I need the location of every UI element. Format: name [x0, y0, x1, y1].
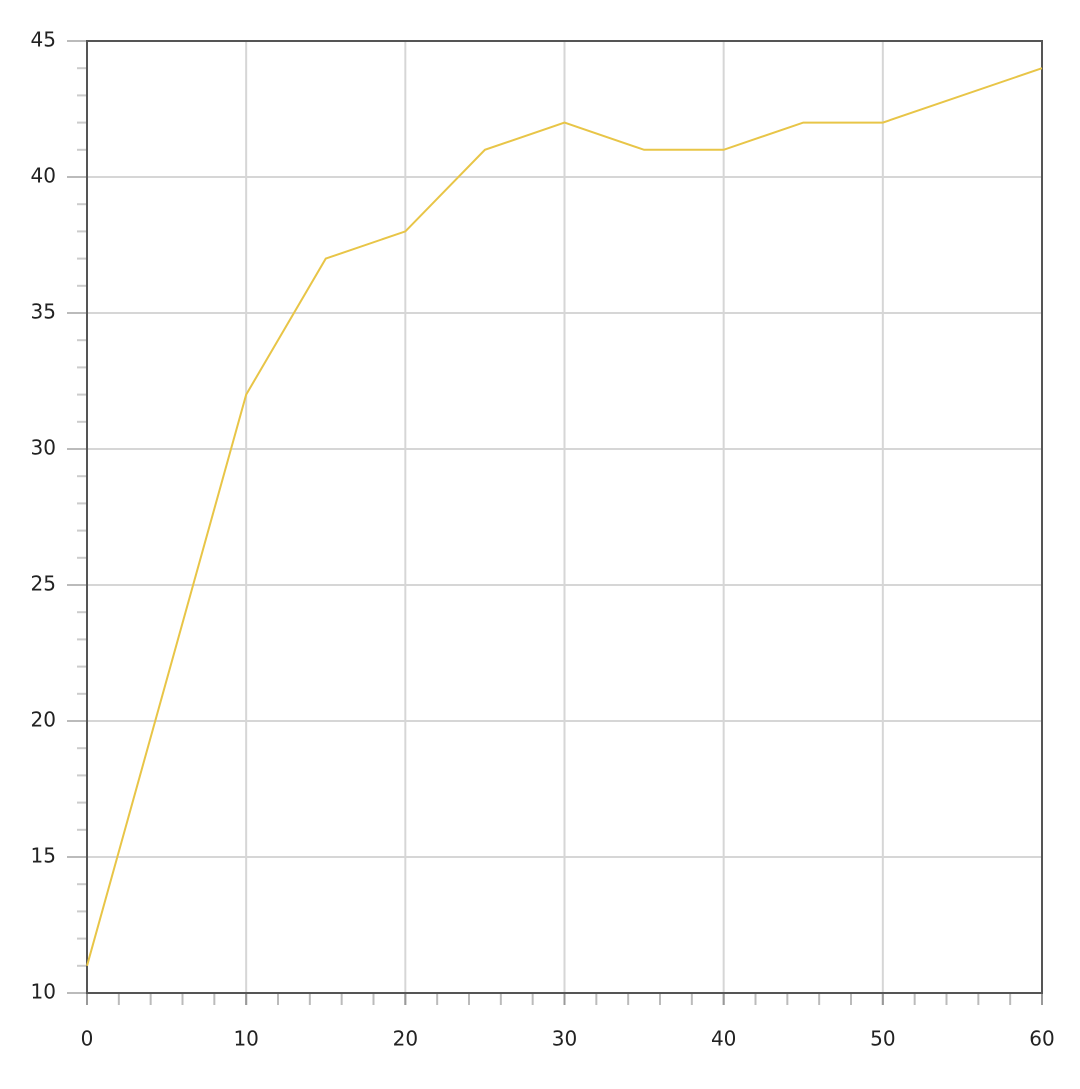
- x-tick-label: 30: [552, 1027, 577, 1051]
- x-tick-label: 0: [81, 1027, 94, 1051]
- x-tick-label: 40: [711, 1027, 736, 1051]
- y-tick-label: 40: [31, 164, 56, 188]
- y-tick-label: 30: [31, 436, 56, 460]
- x-tick-label: 60: [1029, 1027, 1054, 1051]
- x-tick-label: 50: [870, 1027, 895, 1051]
- y-tick-label: 20: [31, 708, 56, 732]
- y-tick-label: 45: [31, 28, 56, 52]
- y-tick-label: 15: [31, 844, 56, 868]
- line-series: [86, 67, 1043, 967]
- y-tick-label: 35: [31, 300, 56, 324]
- x-tick-label: 10: [233, 1027, 258, 1051]
- plot-border: [86, 40, 1043, 994]
- y-tick-label: 25: [31, 572, 56, 596]
- x-tick-label: 20: [393, 1027, 418, 1051]
- y-tick-label: 10: [31, 980, 56, 1004]
